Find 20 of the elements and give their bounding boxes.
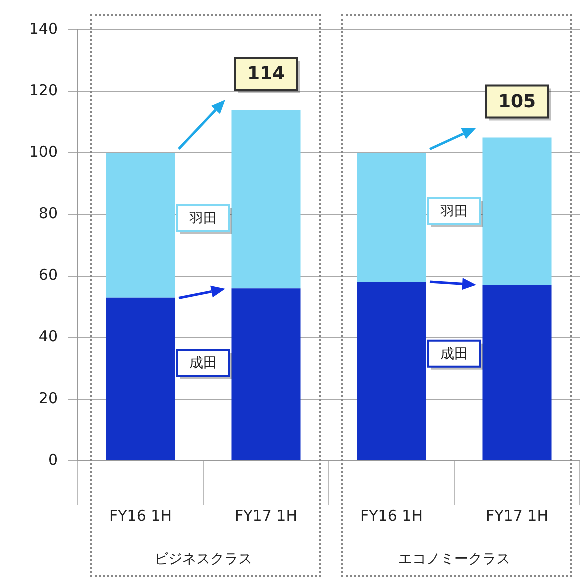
series-label: 羽田 xyxy=(188,210,218,227)
y-tick-label: 20 xyxy=(38,389,58,408)
text: 羽田 xyxy=(440,204,468,220)
y-tick-label: 100 xyxy=(29,143,58,162)
y-tick-label: 60 xyxy=(38,266,58,284)
x-tick-label: FY16 1H xyxy=(110,506,172,525)
y-tick-label: 0 xyxy=(48,450,58,469)
text: ビジネスクラス xyxy=(154,552,252,568)
x-tick-label: FY17 1H xyxy=(235,506,298,525)
series-label: 成田 xyxy=(190,356,218,372)
y-tick-label: 40 xyxy=(38,328,58,346)
total-label: 105 xyxy=(498,91,536,112)
y-tick-label: 140 xyxy=(29,20,58,38)
text: エコノミークラス xyxy=(398,552,510,568)
y-tick-label: 80 xyxy=(38,204,58,223)
x-tick-label: FY16 1H xyxy=(360,506,423,525)
total-label: 114 xyxy=(247,64,286,85)
x-tick-label: FY17 1H xyxy=(486,506,548,525)
y-tick-label: 120 xyxy=(29,81,58,100)
text: 成田 xyxy=(440,346,468,363)
